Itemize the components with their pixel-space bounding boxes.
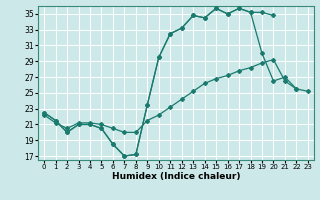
X-axis label: Humidex (Indice chaleur): Humidex (Indice chaleur) [112,172,240,181]
